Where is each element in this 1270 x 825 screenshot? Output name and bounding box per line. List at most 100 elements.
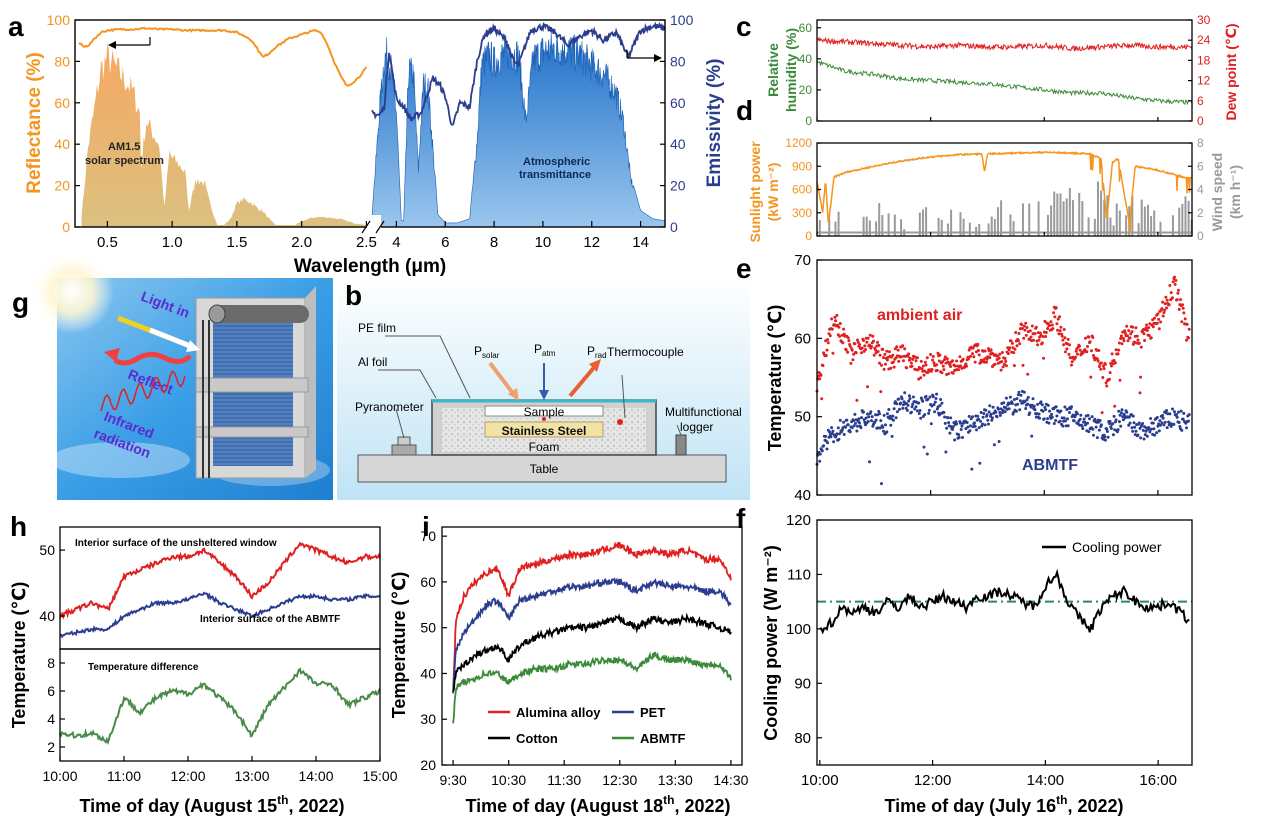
abmtf-point: [1086, 421, 1089, 425]
abmtf-point: [1185, 426, 1188, 430]
ambient-air-point: [826, 341, 830, 345]
ambient-air-point: [940, 371, 944, 375]
ambient-air-point: [834, 319, 838, 323]
abmtf-point: [964, 427, 968, 431]
wavelength-axis-title: Wavelength (μm): [294, 256, 446, 277]
table-shape: [357, 454, 727, 483]
panel-i-frame: [441, 526, 743, 766]
abmtf-point: [996, 407, 1000, 411]
ambient-air-point: [1087, 335, 1091, 339]
abmtf-point: [879, 419, 883, 423]
ambient-air-point: [858, 343, 861, 346]
ambient-air-point: [1125, 334, 1129, 338]
abmtf-point: [917, 401, 921, 405]
ambient-air-point: [1061, 338, 1065, 342]
panel-c-label: c: [736, 11, 752, 42]
abmtf-point: [853, 412, 857, 416]
abmtf-point: [976, 414, 980, 418]
abmtf-point: [968, 429, 972, 433]
panel-e-tick-label: 50: [794, 409, 811, 426]
ambient-air-point: [819, 373, 823, 377]
ambient-air-point: [1110, 352, 1114, 356]
abmtf-point: [1108, 420, 1112, 423]
ambient-air-point: [911, 357, 915, 361]
ambient-air-point: [1022, 336, 1026, 340]
abmtf-point: [1028, 411, 1032, 415]
ambient-air-point: [1100, 411, 1104, 415]
abmtf-point: [1022, 390, 1026, 394]
abmtf-point: [1098, 419, 1102, 422]
ambient-air-point: [1176, 291, 1180, 295]
ambient-air-point: [883, 352, 887, 356]
abmtf-point: [953, 438, 957, 442]
ambient-air-point: [826, 338, 830, 342]
reflect-arrowhead: [104, 348, 120, 362]
abmtf-point: [897, 407, 901, 411]
abmtf-point: [1175, 415, 1179, 419]
abmtf-point: [991, 405, 995, 409]
abmtf-point: [1158, 419, 1162, 423]
abmtf-point: [998, 413, 1002, 417]
emissivity-tick-label: 20: [670, 178, 686, 194]
abmtf-point: [1133, 425, 1137, 429]
ambient-air-point: [1153, 316, 1157, 320]
abmtf-point: [1014, 409, 1018, 413]
ambient-air-point: [1169, 291, 1173, 295]
abmtf-point: [1142, 437, 1146, 441]
wavelength-tick-label: 10: [535, 234, 552, 251]
panel-i-tick-label: 50: [420, 620, 436, 636]
abmtf-point: [1050, 412, 1054, 416]
ambient-air-point: [838, 322, 842, 325]
panel-i-xtick-label: 11:30: [547, 772, 581, 788]
abmtf-point: [844, 425, 848, 429]
ambient-air-point: [1096, 359, 1100, 363]
panel-i-xtick-label: 14:30: [713, 772, 748, 788]
ambient-air-point: [876, 350, 880, 353]
abmtf-point: [891, 414, 895, 418]
abmtf-point: [1041, 409, 1045, 413]
infrared-wave: [100, 370, 186, 412]
series-pet-line: [452, 577, 732, 694]
wind-tick-label: 4: [1197, 183, 1204, 197]
wavelength-tick-label: 6: [441, 234, 449, 251]
reflectance-tick-label: 100: [47, 12, 71, 28]
abmtf-point: [921, 399, 925, 403]
reflectance-curve: [78, 26, 368, 87]
ambient-air-point: [955, 359, 959, 363]
ambient-air-point: [847, 339, 851, 343]
ambient-air-point: [1032, 338, 1036, 342]
ambient-air-point: [961, 357, 965, 361]
abmtf-point: [878, 412, 881, 416]
abmtf-point: [973, 421, 976, 425]
humidity-tick-label: 60: [799, 21, 813, 35]
abmtf-point: [1119, 411, 1123, 415]
ambient-air-point: [825, 348, 829, 352]
ambient-air-point: [988, 356, 992, 360]
abmtf-point: [887, 408, 891, 411]
ambient-air-point: [941, 360, 945, 364]
abmtf-point: [1125, 410, 1129, 414]
ambient-air-point: [1180, 320, 1184, 324]
abmtf-point: [1153, 433, 1157, 437]
abmtf-point: [1144, 429, 1148, 433]
wind-tick-label: 8: [1197, 136, 1204, 150]
abmtf-point: [867, 415, 871, 419]
abmtf-point: [959, 421, 962, 425]
panel-i-xtick-label: 9:30: [439, 772, 466, 788]
panel-c-axes: 0 20 40 60 0 6 12 18 24 30: [799, 13, 1211, 128]
ambient-air-point: [1078, 344, 1081, 348]
ambient-air-point: [1024, 333, 1028, 337]
abmtf-point: [889, 423, 893, 427]
ambient-air-point: [938, 353, 942, 357]
abmtf-point: [857, 417, 861, 421]
ambient-air-point: [967, 357, 970, 361]
abmtf-point: [1162, 423, 1166, 427]
ambient-air-point: [972, 355, 976, 359]
humidity-tick-label: 20: [799, 83, 813, 97]
ambient-air-point: [993, 362, 997, 366]
abmtf-point: [1012, 398, 1016, 401]
ambient-air-point: [910, 364, 914, 368]
wavelength-tick-label: 0.5: [97, 234, 118, 251]
legend-label: PET: [640, 705, 665, 720]
abmtf-point: [850, 426, 854, 430]
